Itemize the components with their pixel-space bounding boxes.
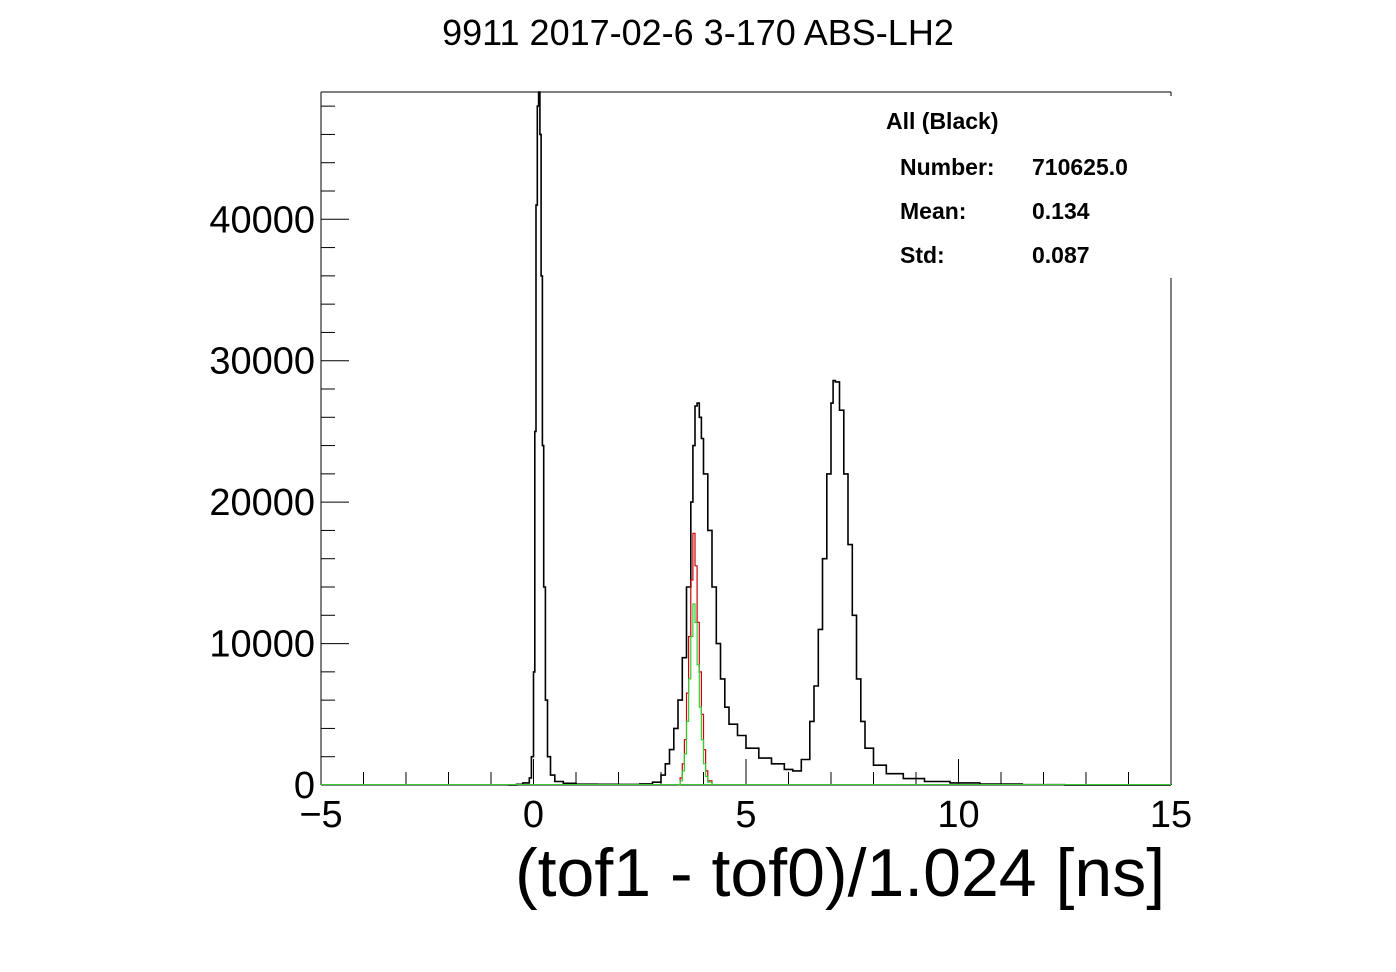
x-tick-label: 0 xyxy=(523,794,544,836)
histogram-line-2 xyxy=(678,603,713,786)
x-tick-label: −5 xyxy=(299,794,342,836)
stats-value: 0.087 xyxy=(1032,242,1090,268)
y-tick-label: 20000 xyxy=(209,482,315,524)
stats-label: Mean: xyxy=(900,198,967,224)
stats-value: 0.134 xyxy=(1032,198,1090,224)
x-tick-label: 5 xyxy=(735,794,756,836)
stats-header: All (Black) xyxy=(886,108,999,134)
stats-box: All (Black) Number: 710625.0 Mean: 0.134… xyxy=(858,96,1178,278)
chart-title: 9911 2017-02-6 3-170 ABS-LH2 xyxy=(442,12,954,53)
histogram-series xyxy=(321,91,1172,786)
stats-label: Number: xyxy=(900,154,995,180)
x-axis-label: (tof1 - tof0)/1.024 [ns] xyxy=(515,835,1166,911)
stats-label: Std: xyxy=(900,242,945,268)
x-tick-label: 15 xyxy=(1150,794,1192,836)
x-tick-label: 10 xyxy=(937,794,979,836)
stats-value: 710625.0 xyxy=(1032,154,1128,180)
y-tick-label: 10000 xyxy=(209,624,315,666)
y-tick-label: 0 xyxy=(294,765,315,807)
histogram-line-0 xyxy=(508,91,1172,786)
y-tick-label: 40000 xyxy=(209,199,315,241)
y-tick-label: 30000 xyxy=(209,341,315,383)
